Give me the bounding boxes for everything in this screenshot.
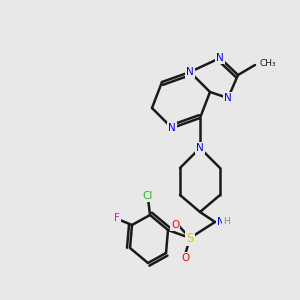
Text: O: O	[181, 253, 189, 263]
Text: N: N	[217, 217, 225, 227]
Text: F: F	[114, 213, 120, 223]
Text: H: H	[223, 218, 230, 226]
Text: Cl: Cl	[143, 191, 153, 201]
Text: CH₃: CH₃	[259, 58, 276, 68]
Text: O: O	[171, 220, 179, 230]
Text: S: S	[186, 232, 194, 244]
Text: N: N	[216, 53, 224, 63]
Text: N: N	[224, 93, 232, 103]
Text: N: N	[196, 143, 204, 153]
Text: N: N	[186, 67, 194, 77]
Text: N: N	[168, 123, 176, 133]
